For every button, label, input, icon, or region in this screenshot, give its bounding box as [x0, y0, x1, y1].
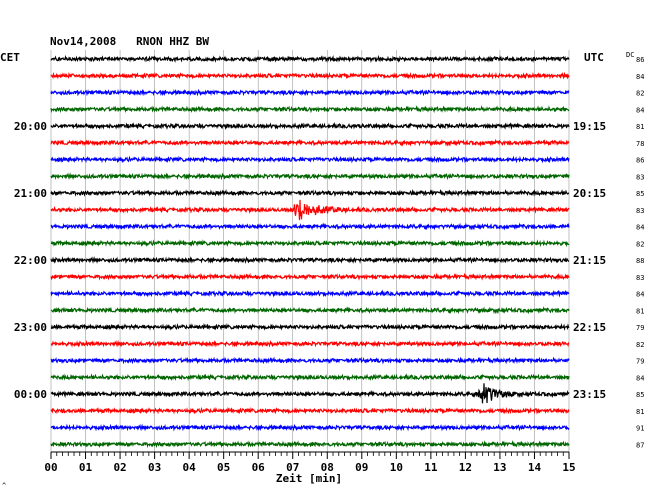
x-tick-label: 07	[286, 461, 299, 474]
dc-value: 82	[636, 341, 644, 349]
dc-value: 78	[636, 140, 644, 148]
dc-value: 82	[636, 240, 644, 248]
trace-row-10	[50, 199, 570, 221]
x-tick-label: 05	[217, 461, 230, 474]
x-tick-label: 03	[148, 461, 161, 474]
x-tick-label: 06	[252, 461, 266, 474]
right-time-label: 21:15	[573, 254, 606, 267]
trace-row-18	[50, 339, 570, 348]
trace-row-14	[50, 272, 570, 281]
chart-title: Nov14,2008 RNON HHZ BW	[50, 35, 209, 48]
trace-row-19	[50, 356, 570, 365]
x-tick-label: 00	[44, 461, 57, 474]
right-time-label: 22:15	[573, 321, 606, 334]
right-time-label: 20:15	[573, 187, 606, 200]
dc-value: 84	[636, 291, 644, 299]
dc-value: 84	[636, 224, 644, 232]
trace-row-22	[50, 406, 570, 415]
trace-row-23	[50, 423, 570, 432]
left-time-label: 00:00	[14, 388, 47, 401]
dc-value: 91	[636, 425, 644, 433]
x-axis-label: Zeit [min]	[276, 472, 342, 485]
dc-value: 79	[636, 358, 644, 366]
trace-row-4	[50, 105, 570, 114]
x-tick-label: 01	[79, 461, 93, 474]
x-tick-label: 11	[424, 461, 438, 474]
left-timezone-label: CET	[0, 51, 20, 64]
dc-value: 83	[636, 274, 644, 282]
right-time-label: 19:15	[573, 120, 606, 133]
dc-value: 84	[636, 106, 644, 114]
dc-value: 87	[636, 441, 644, 449]
x-tick-label: 14	[528, 461, 542, 474]
trace-row-16	[50, 306, 570, 315]
dc-value: 85	[636, 391, 644, 399]
dc-value: 79	[636, 324, 644, 332]
x-tick-label: 10	[390, 461, 403, 474]
x-tick-label: 15	[562, 461, 575, 474]
minute-gridlines	[50, 50, 570, 452]
dc-value: 84	[636, 374, 644, 382]
x-axis: 00 01 02 03 04 05 06 07 08 09 10 11 12 13 14 15	[44, 451, 576, 474]
trace-row-13	[50, 255, 570, 264]
x-tick-label: 12	[459, 461, 472, 474]
dc-value: 86	[636, 56, 644, 64]
right-time-labels: 19:15 20:15 21:15 22:15 23:15	[573, 120, 606, 401]
seismogram-traces	[50, 54, 570, 449]
trace-row-6	[50, 138, 570, 147]
dc-header-label: DC	[626, 51, 634, 59]
dc-value: 81	[636, 408, 644, 416]
trace-row-12	[50, 239, 570, 248]
dc-value: 84	[636, 73, 644, 81]
x-tick-label: 04	[183, 461, 197, 474]
left-time-label: 20:00	[14, 120, 47, 133]
trace-row-5	[50, 121, 570, 131]
trace-row-24	[50, 440, 570, 449]
x-tick-label: 02	[113, 461, 126, 474]
dc-value: 85	[636, 190, 644, 198]
footer-mark: ^	[2, 482, 6, 490]
dc-value: 86	[636, 157, 644, 165]
trace-row-11	[50, 222, 570, 231]
dc-value: 83	[636, 173, 644, 181]
trace-row-21	[50, 383, 570, 404]
trace-row-15	[50, 289, 570, 298]
dc-value: 81	[636, 307, 644, 315]
trace-row-7	[50, 155, 570, 164]
left-time-label: 21:00	[14, 187, 47, 200]
left-time-label: 22:00	[14, 254, 47, 267]
dc-value: 81	[636, 123, 644, 131]
left-time-label: 23:00	[14, 321, 47, 334]
x-tick-label: 09	[355, 461, 368, 474]
dc-value: 82	[636, 90, 644, 98]
dc-value: 83	[636, 207, 644, 215]
right-time-label: 23:15	[573, 388, 606, 401]
dc-value: 88	[636, 257, 644, 265]
trace-row-9	[50, 188, 570, 198]
trace-row-17	[50, 322, 570, 331]
dc-values: 86 84 82 84 81 78 86 83 85 83 84 82 88 83 84 81 79 82 79 84…	[636, 56, 644, 449]
header: Nov14,2008 RNON HHZ BW CET UTC DC	[0, 35, 634, 64]
trace-row-20	[50, 373, 570, 382]
x-tick-label: 08	[321, 461, 334, 474]
trace-row-8	[50, 172, 570, 181]
trace-row-2	[50, 71, 570, 80]
trace-row-3	[50, 88, 570, 97]
trace-row-1	[50, 54, 570, 64]
x-tick-label: 13	[493, 461, 506, 474]
left-time-labels: 20:00 21:00 22:00 23:00 00:00	[14, 120, 47, 401]
right-timezone-label: UTC	[584, 51, 604, 64]
